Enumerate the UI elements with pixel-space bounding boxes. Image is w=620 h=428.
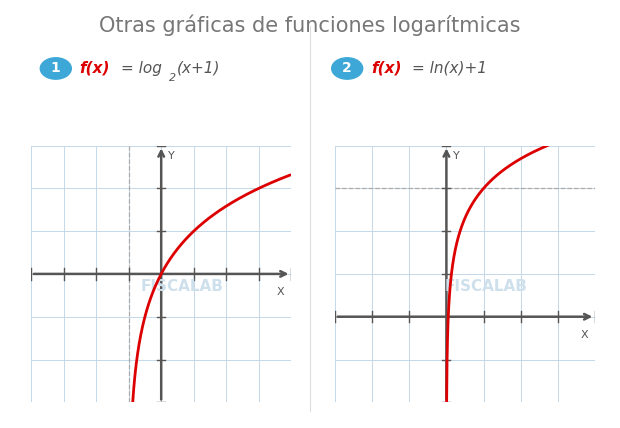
Text: 2: 2 [342, 62, 352, 75]
Text: Y: Y [453, 151, 460, 161]
Text: 2: 2 [169, 73, 175, 83]
Text: X: X [277, 287, 285, 297]
Text: FISCALAB: FISCALAB [445, 279, 527, 294]
Text: f(x): f(x) [371, 61, 401, 76]
Text: (x+1): (x+1) [177, 61, 221, 76]
Text: Otras gráficas de funciones logarítmicas: Otras gráficas de funciones logarítmicas [99, 15, 521, 36]
Text: Y: Y [168, 151, 175, 161]
Text: = log: = log [121, 61, 162, 76]
Text: = ln(x)+1: = ln(x)+1 [412, 61, 487, 76]
Text: X: X [581, 330, 588, 340]
Text: 1: 1 [51, 62, 61, 75]
Text: FISCALAB: FISCALAB [141, 279, 223, 294]
Text: f(x): f(x) [79, 61, 110, 76]
